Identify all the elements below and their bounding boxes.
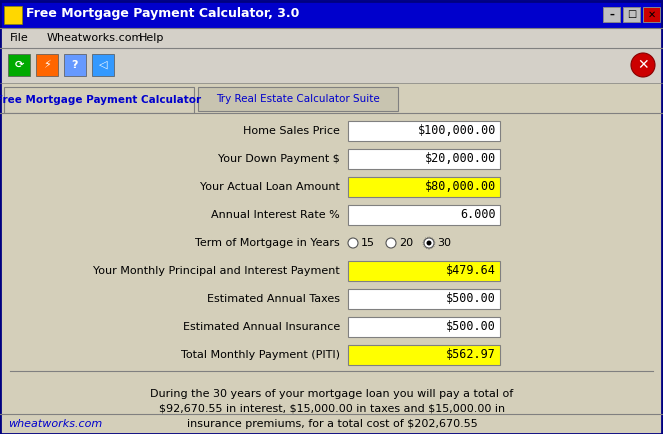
Bar (64, 54, 86, 76)
Bar (623, 7, 640, 22)
Text: –: – (609, 10, 614, 20)
Bar (603, 7, 620, 22)
Text: Your Down Payment $: Your Down Payment $ (218, 154, 340, 164)
Bar (643, 7, 660, 22)
Text: Your Actual Loan Amount: Your Actual Loan Amount (200, 182, 340, 192)
Text: File: File (10, 33, 29, 43)
Text: Help: Help (139, 33, 164, 43)
Bar (348, 121, 500, 141)
Text: Total Monthly Payment (PITI): Total Monthly Payment (PITI) (181, 350, 340, 360)
Text: $100,000.00: $100,000.00 (418, 125, 496, 138)
Text: Free Mortgage Payment Calculator, 3.0: Free Mortgage Payment Calculator, 3.0 (26, 7, 300, 20)
Text: $80,000.00: $80,000.00 (425, 181, 496, 194)
Circle shape (426, 240, 432, 246)
Text: ⚡: ⚡ (43, 60, 51, 70)
Text: $479.64: $479.64 (446, 264, 496, 277)
Bar (348, 261, 500, 281)
Text: Try Real Estate Calculator Suite: Try Real Estate Calculator Suite (216, 94, 380, 104)
Text: Home Sales Price: Home Sales Price (243, 126, 340, 136)
Bar (0, 48, 663, 83)
Bar (4, 6, 22, 24)
Bar (0, 113, 663, 434)
Circle shape (424, 238, 434, 248)
Bar (0, 28, 663, 48)
Text: 6.000: 6.000 (460, 208, 496, 221)
Text: 20: 20 (399, 238, 413, 248)
Bar (348, 205, 500, 225)
Text: wheatworks.com: wheatworks.com (8, 419, 102, 429)
Text: 30: 30 (437, 238, 451, 248)
FancyBboxPatch shape (0, 0, 663, 28)
Text: $500.00: $500.00 (446, 293, 496, 306)
Text: 15: 15 (361, 238, 375, 248)
Text: $562.97: $562.97 (446, 349, 496, 362)
Bar (198, 87, 398, 111)
Text: ◁: ◁ (99, 60, 107, 70)
Bar (348, 177, 500, 197)
Bar (348, 345, 500, 365)
Bar (4, 87, 194, 113)
Text: Estimated Annual Insurance: Estimated Annual Insurance (183, 322, 340, 332)
Text: ⟳: ⟳ (15, 60, 24, 70)
Circle shape (631, 53, 655, 77)
Text: ?: ? (72, 60, 78, 70)
Text: $500.00: $500.00 (446, 320, 496, 333)
Text: ✕: ✕ (637, 58, 649, 72)
Bar (92, 54, 114, 76)
Bar (348, 149, 500, 169)
Circle shape (348, 238, 358, 248)
Text: Estimated Annual Taxes: Estimated Annual Taxes (207, 294, 340, 304)
Text: □: □ (627, 10, 636, 20)
Text: $20,000.00: $20,000.00 (425, 152, 496, 165)
Bar (348, 289, 500, 309)
Bar (8, 54, 30, 76)
Bar (36, 54, 58, 76)
Text: Annual Interest Rate %: Annual Interest Rate % (211, 210, 340, 220)
Text: Free Mortgage Payment Calculator: Free Mortgage Payment Calculator (0, 95, 202, 105)
Bar (348, 317, 500, 337)
Text: ✕: ✕ (648, 10, 656, 20)
Text: Wheatworks.com: Wheatworks.com (47, 33, 143, 43)
Text: Term of Mortgage in Years: Term of Mortgage in Years (195, 238, 340, 248)
Text: During the 30 years of your mortgage loan you will pay a total of
$92,670.55 in : During the 30 years of your mortgage loa… (151, 389, 514, 429)
Text: Your Monthly Principal and Interest Payment: Your Monthly Principal and Interest Paym… (93, 266, 340, 276)
Circle shape (386, 238, 396, 248)
